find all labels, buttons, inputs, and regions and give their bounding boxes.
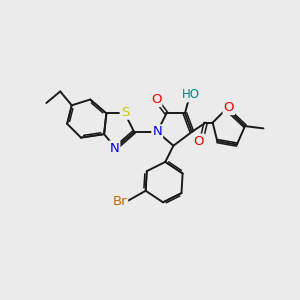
Text: O: O [194, 135, 204, 148]
Text: N: N [110, 142, 119, 154]
Text: HO: HO [182, 88, 200, 101]
Text: Br: Br [112, 195, 127, 208]
Text: N: N [152, 125, 162, 138]
Text: O: O [151, 93, 161, 106]
Text: S: S [121, 106, 129, 119]
Text: O: O [224, 101, 234, 114]
